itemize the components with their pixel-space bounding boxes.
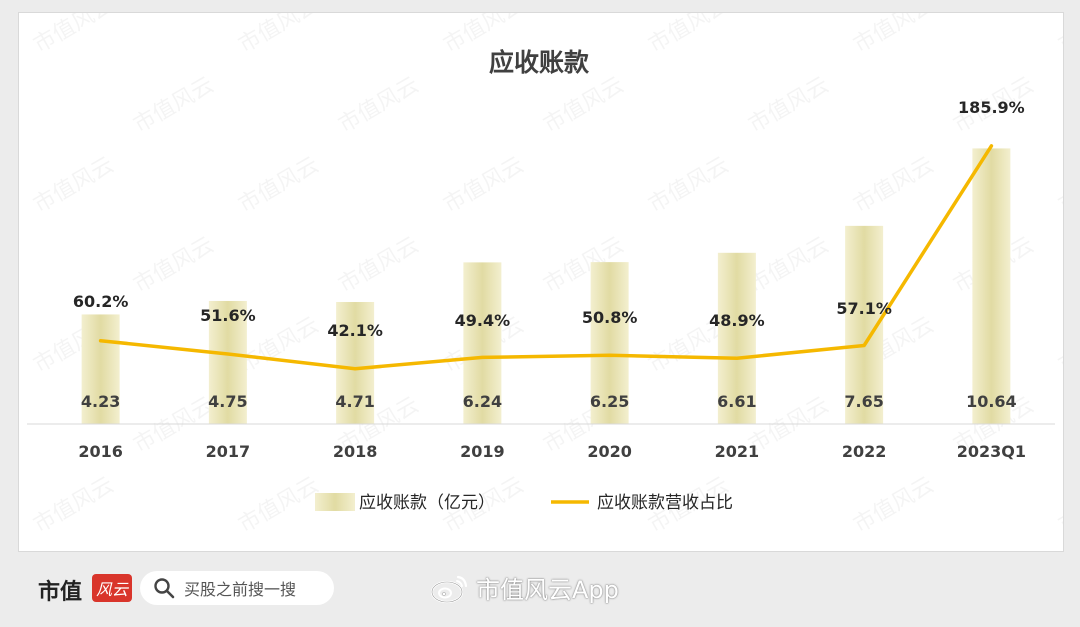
line-value-label: 51.6% [200, 306, 256, 325]
x-tick-label: 2017 [206, 442, 251, 461]
watermark-text: 市值风云 [850, 13, 939, 58]
x-tick-label: 2016 [78, 442, 123, 461]
line-value-label: 60.2% [73, 292, 129, 311]
watermark-text: 市值风云 [235, 473, 324, 539]
legend-bar-swatch [315, 493, 355, 511]
x-tick-label: 2021 [715, 442, 760, 461]
bar [590, 262, 629, 424]
watermark-text: 市值风云 [1055, 13, 1064, 58]
line-value-label: 50.8% [582, 308, 638, 327]
search-placeholder: 买股之前搜一搜 [184, 580, 297, 599]
x-tick-label: 2018 [333, 442, 378, 461]
watermark-text: 市值风云 [645, 13, 734, 58]
watermark-text: 市值风云 [30, 473, 119, 539]
weibo-icon [430, 575, 468, 603]
search-icon [154, 578, 175, 599]
legend: 应收账款（亿元） 应收账款营收占比 [315, 493, 733, 513]
watermark-text: 市值风云 [850, 153, 939, 219]
bar-value-label: 4.71 [335, 392, 374, 411]
watermark-text: 市值风云 [440, 153, 529, 219]
bar-value-label: 4.75 [208, 392, 247, 411]
bar [336, 302, 375, 424]
x-tick-label: 2022 [842, 442, 887, 461]
chart-title: 应收账款 [489, 48, 590, 77]
legend-line-label: 应收账款营收占比 [597, 493, 733, 513]
x-tick-label: 2019 [460, 442, 505, 461]
ticks-layer: 2016 2017 2018 2019 2020 2021 2022 2023Q1 [78, 442, 1026, 461]
bar [972, 148, 1011, 424]
search-bar[interactable]: 买股之前搜一搜 [140, 571, 334, 605]
watermark-text: 市值风云 [30, 153, 119, 219]
watermark-text: 市值风云 [1055, 473, 1064, 539]
bar-value-label: 4.23 [81, 392, 120, 411]
brand-name: 市值 [38, 580, 83, 605]
line-layer [98, 144, 994, 371]
watermark-text: 市值风云 [540, 73, 629, 139]
legend-bar-label: 应收账款（亿元） [359, 493, 495, 513]
bar-value-label: 6.25 [590, 392, 629, 411]
weibo-watermark: 市值风云App [430, 570, 619, 605]
brand-seal: 风云 [92, 574, 132, 602]
line-value-label: 48.9% [709, 311, 765, 330]
watermark-text: 市值风云 [645, 153, 734, 219]
line-value-label: 42.1% [327, 321, 383, 340]
bar [717, 252, 756, 424]
bar [81, 314, 120, 424]
watermark-text: 市值风云 [130, 233, 219, 299]
watermark-text: 市值风云 [30, 13, 119, 58]
bar [208, 300, 247, 424]
bar [463, 262, 502, 424]
watermark-text: 市值风云 [1055, 153, 1064, 219]
chart-card: 市值风云 市值风云 市值风云 市值风云 市值风云 市值风云 市值风云 市值风云 市值风云 市值风云… [18, 12, 1064, 552]
ratio-line [98, 144, 994, 371]
watermark-text: 市值风云 [1055, 313, 1064, 379]
weibo-watermark-text: 市值风云App [476, 576, 619, 604]
watermark-text: 市值风云 [335, 73, 424, 139]
footer: 市值 风云 买股之前搜一搜 市值风云App [0, 560, 1080, 627]
x-tick-label: 2023Q1 [957, 442, 1026, 461]
x-tick-label: 2020 [587, 442, 632, 461]
bar-value-label: 6.24 [463, 392, 502, 411]
bar-value-label: 10.64 [966, 392, 1017, 411]
watermark-text: 市值风云 [850, 473, 939, 539]
line-value-label: 185.9% [958, 98, 1025, 117]
bar-value-label: 6.61 [717, 392, 756, 411]
labels-layer: 4.23 4.75 4.71 6.24 6.25 6.61 7.65 10.64 60.2% 51… [73, 98, 1025, 411]
watermark-text: 市值风云 [745, 73, 834, 139]
line-value-label: 57.1% [836, 299, 892, 318]
watermark-text: 市值风云 [335, 233, 424, 299]
bar-value-label: 7.65 [844, 392, 883, 411]
watermark-text: 市值风云 [130, 73, 219, 139]
watermark-text: 市值风云 [235, 153, 324, 219]
line-value-label: 49.4% [455, 311, 511, 330]
watermark-text: 市值风云 [235, 13, 324, 58]
watermark-text: 市值风云 [745, 233, 834, 299]
